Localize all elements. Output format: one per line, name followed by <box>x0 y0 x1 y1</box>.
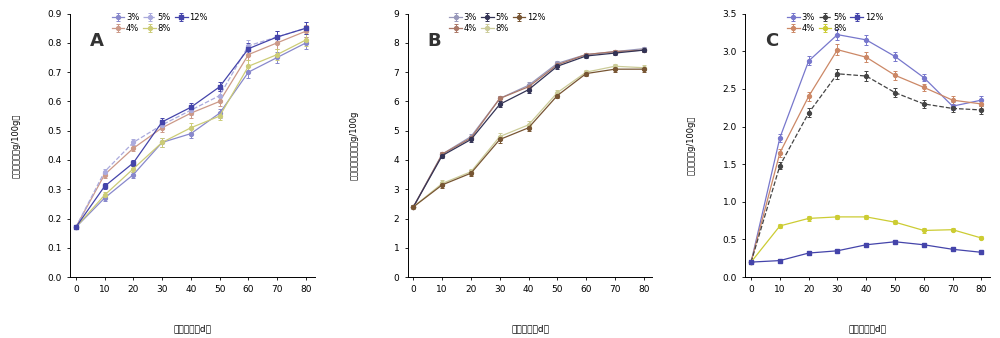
Text: 发酵时间（d）: 发酵时间（d） <box>849 324 887 334</box>
Text: B: B <box>427 32 441 50</box>
Text: A: A <box>90 32 103 50</box>
Text: 发酵时间（d）: 发酵时间（d） <box>511 324 549 334</box>
Legend: 3%, 4%, 5%, 8%, 12%: 3%, 4%, 5%, 8%, 12% <box>111 13 209 34</box>
Legend: 3%, 4%, 5%, 8%, 12%: 3%, 4%, 5%, 8%, 12% <box>449 13 546 34</box>
Text: 发酵时间（d）: 发酵时间（d） <box>173 324 211 334</box>
Legend: 3%, 4%, 5%, 8%, 12%: 3%, 4%, 5%, 8%, 12% <box>786 13 884 34</box>
Text: 水溶性蛋白质（）g/100g: 水溶性蛋白质（）g/100g <box>349 111 358 180</box>
Text: C: C <box>765 32 778 50</box>
Text: 氨基酸态氮（g/100g）: 氨基酸态氮（g/100g） <box>12 113 21 177</box>
Text: 豆酱含量（g/100g）: 豆酱含量（g/100g） <box>687 116 696 175</box>
